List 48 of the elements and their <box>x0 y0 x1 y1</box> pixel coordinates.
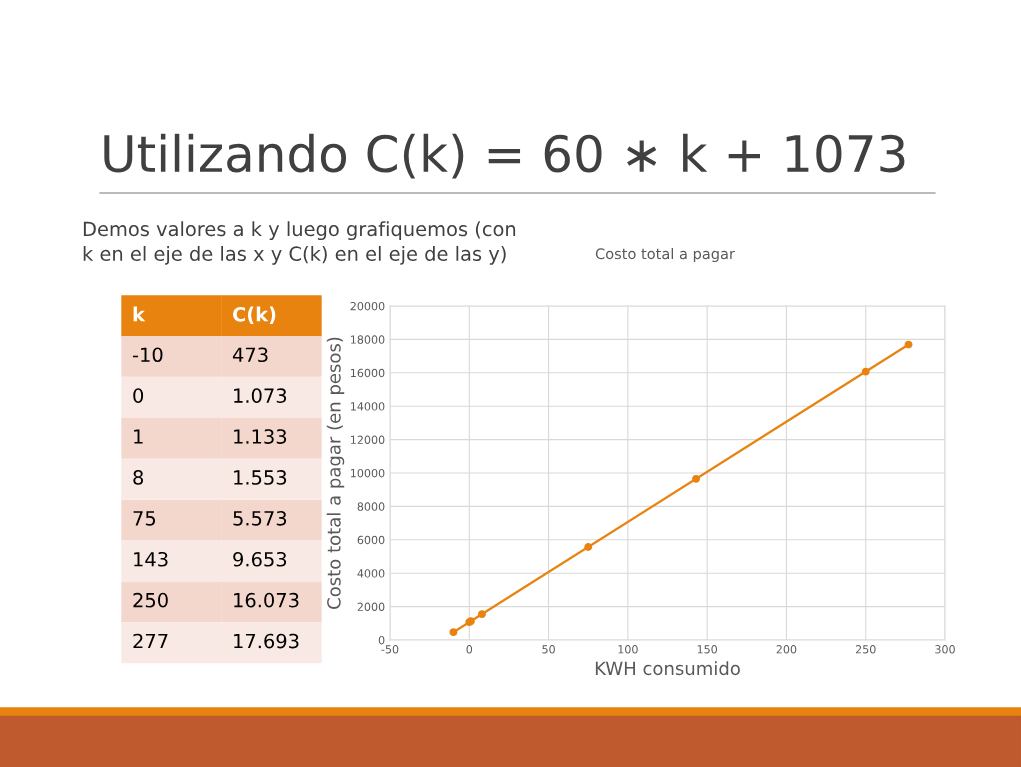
y-tick-label: 10000 <box>351 468 385 478</box>
x-tick-label: 100 <box>618 645 638 654</box>
text: 277 <box>133 633 168 649</box>
y-tick-label: 18000 <box>351 335 385 344</box>
x-axis-title: KWH consumido <box>595 661 740 676</box>
text: 1.133 <box>234 429 287 444</box>
text: 16.073 <box>234 592 299 608</box>
point <box>692 474 700 483</box>
text: 75 <box>133 511 156 526</box>
y-tick-label: 4000 <box>357 569 385 578</box>
x-tick-label: 200 <box>776 645 797 654</box>
y-tick-label: 6000 <box>357 535 385 545</box>
text: 250 <box>133 592 168 608</box>
text: 8 <box>133 470 144 485</box>
text: 5.573 <box>233 510 287 526</box>
text: 0 <box>133 388 144 403</box>
point <box>449 628 458 637</box>
text: -10 <box>132 347 163 363</box>
x-tick-label: -50 <box>381 645 399 654</box>
point <box>904 340 913 349</box>
text: 143 <box>134 551 168 567</box>
x-tick-label: 150 <box>697 645 718 654</box>
y-tick-label: 2000 <box>357 602 385 611</box>
point <box>584 543 593 551</box>
x-tick-label: 250 <box>855 645 876 654</box>
text: Demos valores a k y luego grafiquemos (con k en el eje de las x y C(k) en el eje de las y) <box>83 221 516 265</box>
text: C(k) <box>232 306 276 324</box>
chart-title: Costo total a pagar <box>595 247 735 263</box>
x-tick-label: 0 <box>466 645 473 654</box>
point <box>478 610 486 619</box>
text: k <box>133 306 146 322</box>
text: 17.693 <box>234 633 299 649</box>
y-tick-label: 8000 <box>357 502 385 511</box>
y-tick-label: 16000 <box>351 368 385 378</box>
x-tick-label: 300 <box>935 645 955 654</box>
y-tick-label: 0 <box>378 635 385 645</box>
text: Utilizando C(k) = 60 ∗ k + 1073 <box>104 133 905 179</box>
y-tick-label: 20000 <box>350 301 385 311</box>
point <box>861 367 870 376</box>
text: 1 <box>134 429 143 444</box>
y-tick-label: 14000 <box>351 402 385 411</box>
text: 1.073 <box>234 388 287 403</box>
y-axis-title: Costo total a pagar (en pesos) <box>326 337 345 609</box>
y-tick-label: 12000 <box>351 435 385 444</box>
x-tick-label: 50 <box>542 645 555 654</box>
text: 473 <box>232 347 268 363</box>
text: 1.553 <box>234 470 287 485</box>
text: 9.653 <box>233 551 287 567</box>
